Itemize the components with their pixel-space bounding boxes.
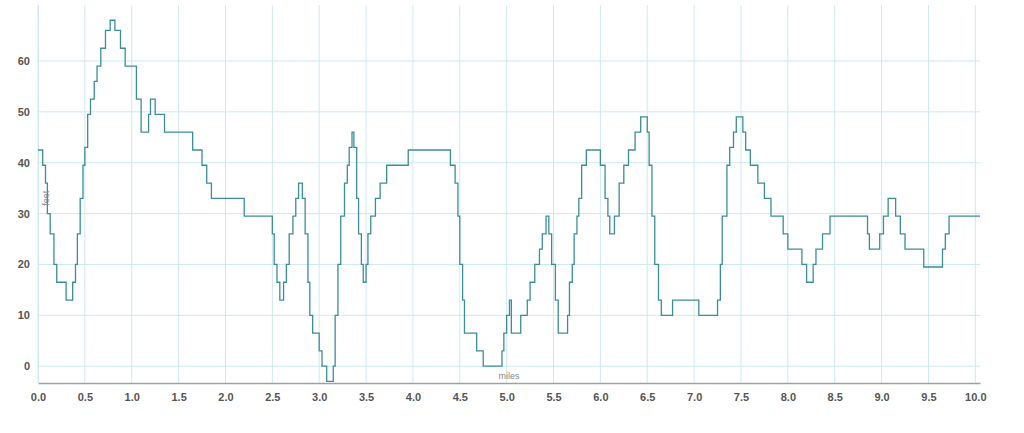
x-tick-label: 9.5 [921,391,936,403]
grid-line [38,264,980,265]
grid-line [38,60,980,61]
y-tick: 40 [18,157,38,169]
x-tick-label: 3.0 [312,391,327,403]
grid-line [740,5,741,383]
x-tick-label: 5.0 [500,391,515,403]
x-tick-label: 8.5 [828,391,843,403]
grid-line [38,162,980,163]
grid-line [319,5,320,383]
x-tick-label: 6.5 [640,391,655,403]
x-tick: 4.5 [453,383,468,403]
grid-line [647,5,648,383]
x-tick: 2.5 [265,383,280,403]
x-tick: 3.0 [312,383,327,403]
elevation-line [38,20,980,381]
y-tick-label: 30 [18,208,30,220]
grid-line [412,5,413,383]
y-tick-label: 60 [18,55,30,67]
grid-line [366,5,367,383]
x-tick: 9.5 [921,383,936,403]
x-tick: 7.5 [734,383,749,403]
grid-line [84,5,85,383]
x-tick: 10.0 [965,383,986,403]
grid-line [272,5,273,383]
x-axis-title: miles [498,371,520,381]
plot: 0.0 0.5 1.0 1.5 2.0 2.5 3.0 3.5 4.0 4.5 5.0 5.5 6.0 6… [18,5,987,403]
grid-line [38,366,980,367]
x-tick: 5.0 [500,383,515,403]
x-tick-label: 2.5 [265,391,280,403]
y-axis-line [38,6,39,384]
y-tick-label: 0 [24,360,30,372]
y-tick: 60 [18,55,38,67]
grid-line [131,5,132,383]
x-tick-label: 8.0 [781,391,796,403]
x-tick: 3.5 [359,383,374,403]
x-tick: 4.0 [406,383,421,403]
grid-line [459,5,460,383]
x-tick: 7.0 [687,383,702,403]
x-tick-label: 6.0 [593,391,608,403]
grid-line [834,5,835,383]
y-tick-label: 50 [18,106,30,118]
grid-line [178,5,179,383]
grid-line [600,5,601,383]
grid-line [928,5,929,383]
x-tick: 0.0 [31,383,46,403]
x-axis: 0.0 0.5 1.0 1.5 2.0 2.5 3.0 3.5 4.0 4.5 5.0 5.5 6.0 6… [31,383,987,403]
x-tick: 9.0 [874,383,889,403]
x-tick: 6.0 [593,383,608,403]
grid-line [787,5,788,383]
y-tick: 0 [24,360,38,372]
y-tick-label: 10 [18,309,30,321]
grid-line [225,5,226,383]
x-tick-label: 7.5 [734,391,749,403]
x-tick: 1.5 [171,383,186,403]
y-tick: 50 [18,106,38,118]
x-tick-label: 3.5 [359,391,374,403]
y-axis: 0 10 20 30 40 50 60 [18,6,39,384]
x-tick-label: 9.0 [874,391,889,403]
x-tick-label: 5.5 [546,391,561,403]
y-tick: 20 [18,258,38,270]
x-tick-label: 10.0 [965,391,986,403]
grid-line [38,213,980,214]
x-tick: 2.0 [218,383,233,403]
x-tick-label: 0.5 [78,391,93,403]
y-tick-label: 40 [18,157,30,169]
grid-line [694,5,695,383]
grid-line [38,5,39,383]
x-axis-line [39,383,981,385]
grid-line [975,5,976,383]
grid-line [38,111,980,112]
x-tick: 8.5 [828,383,843,403]
x-tick: 6.5 [640,383,655,403]
y-axis-title: feet [41,190,51,206]
y-tick-label: 20 [18,258,30,270]
x-tick-label: 0.0 [31,391,46,403]
chart: 0.0 0.5 1.0 1.5 2.0 2.5 3.0 3.5 4.0 4.5 5.0 5.5 6.0 6… [0,0,1024,433]
series [38,20,980,381]
x-tick-label: 2.0 [218,391,233,403]
x-tick-label: 7.0 [687,391,702,403]
x-tick: 5.5 [546,383,561,403]
x-tick-label: 1.0 [125,391,140,403]
grid-line [881,5,882,383]
x-tick-label: 4.5 [453,391,468,403]
x-tick: 8.0 [781,383,796,403]
x-tick-label: 1.5 [171,391,186,403]
y-tick: 10 [18,309,38,321]
x-tick: 0.5 [78,383,93,403]
grid [38,5,980,383]
x-tick-label: 4.0 [406,391,421,403]
grid-line [553,5,554,383]
y-tick: 30 [18,208,38,220]
x-tick: 1.0 [125,383,140,403]
